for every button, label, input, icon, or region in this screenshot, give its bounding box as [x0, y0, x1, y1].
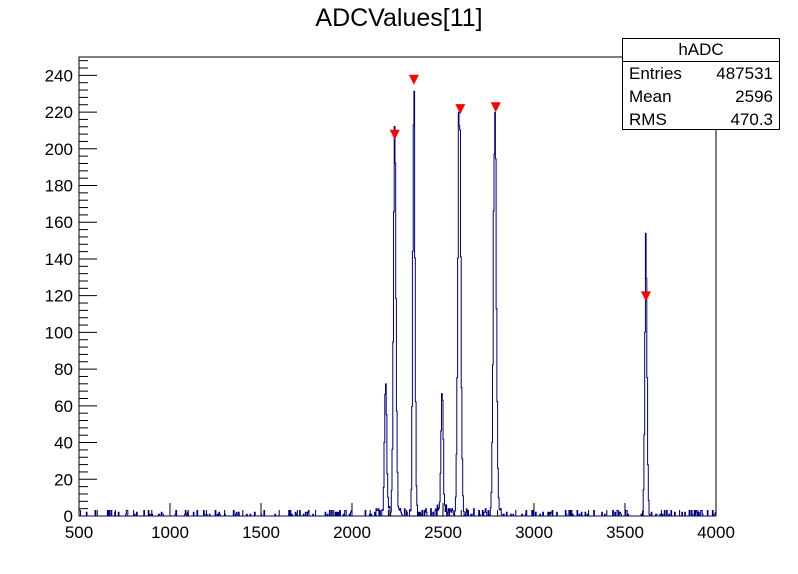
peak-marker [389, 129, 400, 140]
stats-label: Mean [629, 87, 672, 106]
stats-label: Entries [629, 64, 682, 83]
x-tick-label: 3000 [515, 523, 553, 542]
histogram-line [79, 90, 716, 517]
stats-row-rms: RMS 470.3 [623, 108, 779, 131]
x-tick-label: 2500 [424, 523, 462, 542]
peak-marker [640, 291, 651, 302]
y-tick-label: 80 [54, 360, 73, 379]
y-tick-label: 240 [45, 66, 73, 85]
y-tick-label: 0 [64, 507, 73, 526]
peak-markers [389, 74, 651, 302]
y-tick-label: 120 [45, 287, 73, 306]
chart-title: ADCValues[11] [315, 4, 483, 32]
y-tick-label: 200 [45, 140, 73, 159]
y-tick-label: 140 [45, 250, 73, 269]
stats-value: 470.3 [730, 110, 773, 129]
stats-row-entries: Entries 487531 [623, 62, 779, 85]
y-tick-label: 160 [45, 213, 73, 232]
peak-marker [455, 104, 466, 115]
y-tick-label: 20 [54, 470, 73, 489]
axes: 500 1000 1500 2000 2500 3000 3500 4000 0 20 40 60 80… [45, 60, 735, 542]
y-tick-label: 40 [54, 434, 73, 453]
x-tick-label: 4000 [697, 523, 735, 542]
stats-row-mean: Mean 2596 [623, 85, 779, 108]
x-tick-label: 500 [65, 523, 93, 542]
peak-marker [408, 74, 419, 85]
plot-frame [78, 56, 717, 517]
peak-marker [490, 102, 501, 113]
y-tick-label: 100 [45, 323, 73, 342]
y-tick-label: 60 [54, 397, 73, 416]
y-tick-label: 180 [45, 177, 73, 196]
x-tick-label: 1000 [151, 523, 189, 542]
stats-box-name: hADC [623, 39, 779, 62]
x-tick-label: 3500 [606, 523, 644, 542]
stats-value: 2596 [735, 87, 773, 106]
stats-box: hADC Entries 487531 Mean 2596 RMS 470.3 [622, 38, 780, 130]
stats-value: 487531 [716, 64, 773, 83]
x-tick-label: 1500 [242, 523, 280, 542]
stats-label: RMS [629, 110, 667, 129]
x-tick-label: 2000 [333, 523, 371, 542]
y-tick-label: 220 [45, 103, 73, 122]
